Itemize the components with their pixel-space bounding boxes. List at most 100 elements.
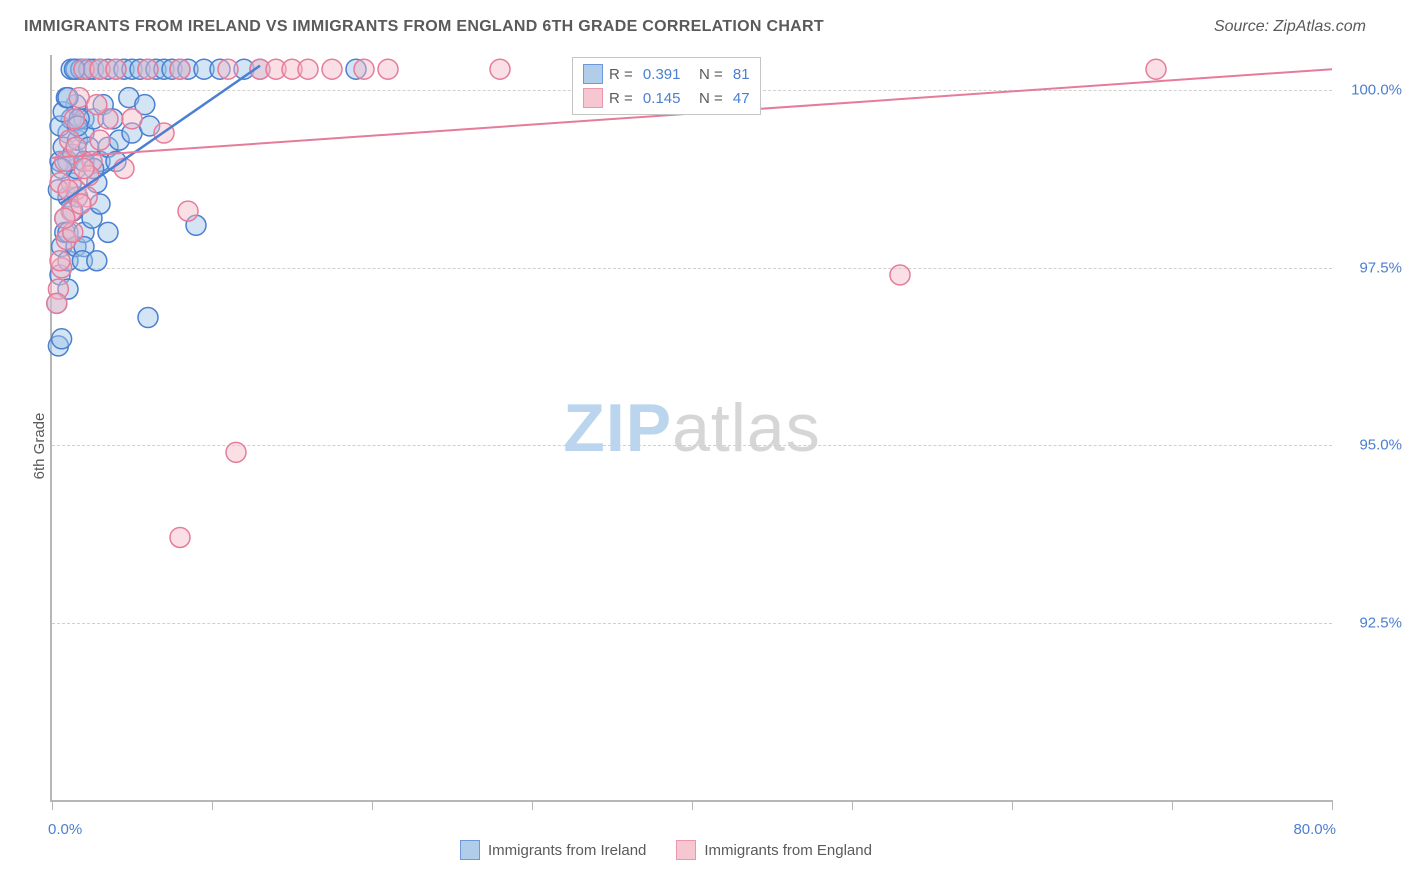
scatter-point bbox=[63, 201, 83, 221]
scatter-point bbox=[47, 293, 67, 313]
scatter-point bbox=[218, 59, 238, 79]
n-label: N = bbox=[686, 66, 722, 83]
scatter-point bbox=[170, 527, 190, 547]
r-value: 0.391 bbox=[639, 66, 681, 83]
scatter-point bbox=[354, 59, 374, 79]
scatter-point bbox=[1146, 59, 1166, 79]
scatter-point bbox=[74, 222, 94, 242]
scatter-point bbox=[84, 59, 104, 79]
scatter-point bbox=[68, 187, 88, 207]
scatter-point bbox=[55, 208, 75, 228]
scatter-point bbox=[53, 137, 73, 157]
scatter-point bbox=[61, 173, 81, 193]
bottom-legend: Immigrants from Ireland Immigrants from E… bbox=[460, 840, 872, 860]
scatter-point bbox=[322, 59, 342, 79]
scatter-point bbox=[210, 59, 230, 79]
scatter-point bbox=[90, 130, 110, 150]
scatter-point bbox=[135, 95, 155, 115]
legend-label: Immigrants from Ireland bbox=[488, 842, 646, 859]
y-tick-label: 95.0% bbox=[1342, 437, 1402, 454]
scatter-point bbox=[47, 293, 67, 313]
scatter-point bbox=[250, 59, 270, 79]
scatter-point bbox=[68, 130, 88, 150]
scatter-point bbox=[194, 59, 214, 79]
scatter-point bbox=[84, 109, 104, 129]
scatter-point bbox=[90, 194, 110, 214]
n-label: N = bbox=[686, 90, 722, 107]
scatter-point bbox=[58, 187, 78, 207]
scatter-point bbox=[50, 173, 70, 193]
scatter-point bbox=[48, 180, 68, 200]
scatter-point bbox=[378, 59, 398, 79]
trend-line bbox=[60, 66, 260, 204]
scatter-point bbox=[138, 308, 158, 328]
scatter-point bbox=[74, 123, 94, 143]
scatter-point bbox=[58, 180, 78, 200]
stats-legend-row: R = 0.145 N = 47 bbox=[583, 86, 750, 110]
x-tick bbox=[532, 800, 533, 810]
scatter-point bbox=[282, 59, 302, 79]
scatter-point bbox=[84, 159, 104, 179]
scatter-point bbox=[68, 116, 88, 136]
scatter-point bbox=[50, 151, 70, 171]
scatter-point bbox=[74, 159, 94, 179]
y-tick-label: 100.0% bbox=[1342, 82, 1402, 99]
legend-item: Immigrants from Ireland bbox=[460, 840, 646, 860]
scatter-point bbox=[52, 237, 72, 257]
stats-legend-box: R = 0.391 N = 81R = 0.145 N = 47 bbox=[572, 57, 761, 115]
scatter-point bbox=[66, 237, 86, 257]
scatter-point bbox=[66, 159, 86, 179]
scatter-point bbox=[162, 59, 182, 79]
scatter-point bbox=[66, 180, 86, 200]
scatter-point bbox=[66, 59, 86, 79]
stats-legend-row: R = 0.391 N = 81 bbox=[583, 62, 750, 86]
scatter-point bbox=[138, 59, 158, 79]
scatter-point bbox=[71, 59, 91, 79]
scatter-point bbox=[98, 222, 118, 242]
x-tick bbox=[212, 800, 213, 810]
gridline bbox=[52, 445, 1332, 446]
scatter-point bbox=[55, 151, 75, 171]
scatter-point bbox=[82, 151, 102, 171]
legend-swatch bbox=[583, 88, 603, 108]
scatter-point bbox=[298, 59, 318, 79]
chart-title: IMMIGRANTS FROM IRELAND VS IMMIGRANTS FR… bbox=[24, 18, 824, 36]
scatter-point bbox=[66, 95, 86, 115]
scatter-point bbox=[90, 59, 110, 79]
scatter-point bbox=[71, 194, 91, 214]
x-tick bbox=[1332, 800, 1333, 810]
scatter-point bbox=[106, 151, 126, 171]
watermark-zip: ZIP bbox=[563, 390, 672, 466]
scatter-point bbox=[122, 59, 142, 79]
x-tick-label-last: 80.0% bbox=[1293, 821, 1336, 838]
scatter-point bbox=[106, 59, 126, 79]
scatter-point bbox=[234, 59, 254, 79]
legend-swatch bbox=[583, 64, 603, 84]
scatter-point bbox=[186, 215, 206, 235]
scatter-point bbox=[69, 109, 89, 129]
scatter-point bbox=[61, 201, 81, 221]
scatter-svg bbox=[52, 55, 1332, 800]
scatter-point bbox=[61, 59, 81, 79]
scatter-point bbox=[53, 102, 73, 122]
scatter-point bbox=[154, 59, 174, 79]
scatter-point bbox=[178, 59, 198, 79]
scatter-point bbox=[138, 59, 158, 79]
r-value: 0.145 bbox=[639, 90, 681, 107]
scatter-point bbox=[58, 151, 78, 171]
scatter-point bbox=[346, 59, 366, 79]
scatter-point bbox=[64, 109, 84, 129]
scatter-point bbox=[79, 59, 99, 79]
scatter-point bbox=[490, 59, 510, 79]
scatter-point bbox=[122, 123, 142, 143]
plot-area: ZIPatlas 92.5%95.0%97.5%100.0% 0.0% 80.0… bbox=[50, 55, 1332, 802]
legend-swatch bbox=[460, 840, 480, 860]
r-label: R = bbox=[609, 66, 633, 83]
scatter-point bbox=[52, 329, 72, 349]
scatter-point bbox=[140, 116, 160, 136]
scatter-point bbox=[103, 109, 123, 129]
legend-item: Immigrants from England bbox=[676, 840, 872, 860]
y-tick-label: 97.5% bbox=[1342, 259, 1402, 276]
scatter-point bbox=[98, 137, 118, 157]
x-tick bbox=[692, 800, 693, 810]
